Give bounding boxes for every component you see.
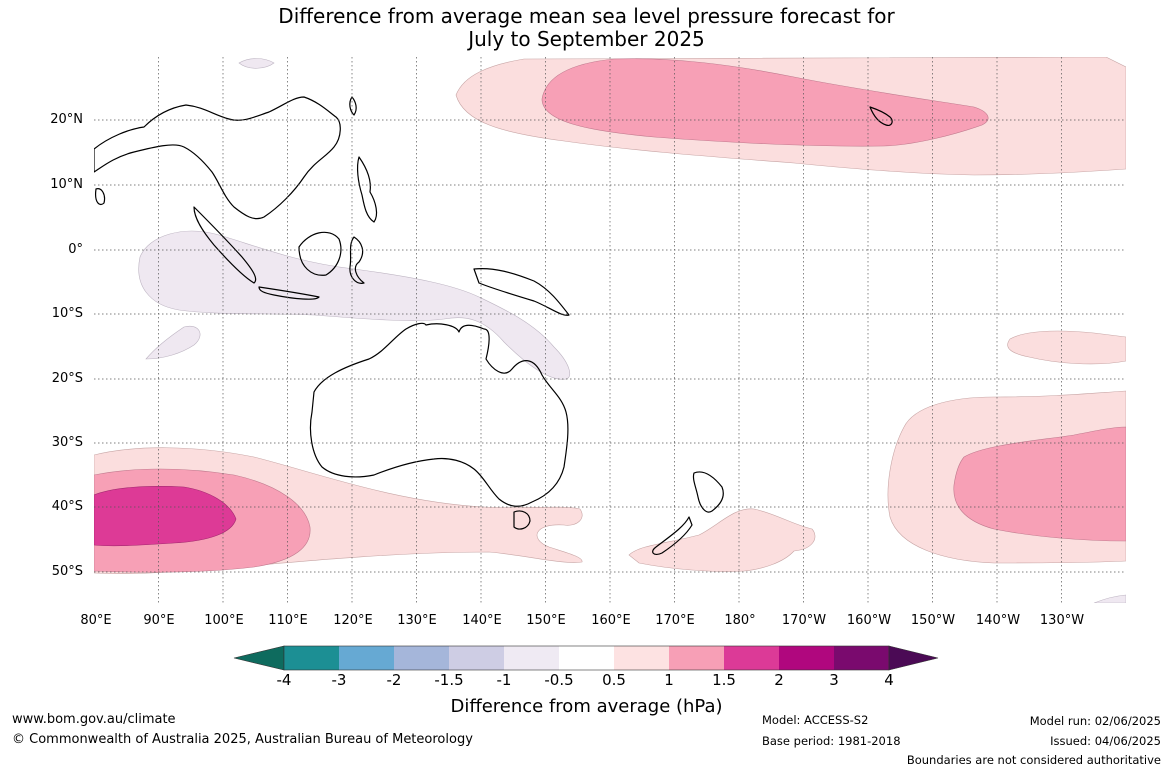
anomaly-small-west	[145, 325, 201, 360]
colorbar-swatch-10	[779, 646, 834, 670]
colorbar-swatch-5	[504, 646, 559, 670]
lon-label-90e: 90°E	[143, 613, 175, 628]
colorbar-tick: -3	[331, 671, 347, 689]
coastline-borneo	[298, 231, 342, 276]
lat-label-20n: 20°N	[50, 112, 83, 127]
coastline-taiwan	[349, 96, 357, 116]
anomaly-south-pacific-core	[953, 426, 1126, 542]
colorbar	[233, 645, 939, 671]
colorbar-label: Difference from average (hPa)	[450, 696, 723, 717]
anomaly-small-bottom-right	[1093, 594, 1126, 603]
lon-label-150w: 150°W	[910, 613, 956, 628]
chart-title-line1: Difference from average mean sea level p…	[278, 4, 895, 28]
coastline-sri-lanka	[95, 188, 106, 206]
colorbar-tick: -1.5	[434, 671, 464, 689]
colorbar-tick: 3	[829, 671, 839, 689]
coastlines	[94, 96, 893, 556]
anomaly-south-pacific-north	[1007, 330, 1126, 365]
colorbar-swatch-3	[394, 646, 449, 670]
footer-website-link[interactable]: www.bom.gov.au/climate	[12, 712, 176, 727]
colorbar-swatch-1	[284, 646, 339, 670]
lon-label-130w: 130°W	[1039, 613, 1085, 628]
lat-label-0: 0°	[68, 242, 83, 257]
lon-label-130e: 130°E	[397, 613, 437, 628]
footer-copyright: © Commonwealth of Australia 2025, Austra…	[12, 732, 473, 747]
lat-label-30s: 30°S	[51, 435, 83, 450]
lat-label-20s: 20°S	[51, 371, 83, 386]
footer-issued: Issued: 04/06/2025	[1050, 734, 1161, 748]
colorbar-tick: -2	[386, 671, 402, 689]
coastline-australia	[309, 322, 569, 507]
coastline-new-zealand-south	[652, 516, 693, 556]
lon-label-120e: 120°E	[333, 613, 373, 628]
lon-label-80e: 80°E	[80, 613, 112, 628]
footer-model: Model: ACCESS-S2	[762, 713, 869, 727]
lon-label-140e: 140°E	[462, 613, 502, 628]
coastline-sulawesi	[349, 236, 365, 284]
footer-base-period: Base period: 1981-2018	[762, 734, 901, 748]
coastline-new-zealand-north	[692, 471, 724, 513]
colorbar-tick: 1.5	[712, 671, 736, 689]
coastline-java	[258, 286, 320, 300]
colorbar-swatch-2	[339, 646, 394, 670]
colorbar-tick: 0.5	[602, 671, 626, 689]
lon-label-110e: 110°E	[268, 613, 308, 628]
lat-label-50s: 50°S	[51, 564, 83, 579]
colorbar-tick: 4	[884, 671, 894, 689]
lon-label-160e: 160°E	[591, 613, 631, 628]
colorbar-swatch-4	[449, 646, 504, 670]
coastline-tasmania	[513, 510, 531, 530]
colorbar-swatch-11	[834, 646, 889, 670]
coastline-new-guinea	[473, 268, 570, 316]
pressure-anomaly-map	[94, 57, 1126, 603]
lon-label-170w: 170°W	[781, 613, 827, 628]
colorbar-tick: -1	[496, 671, 512, 689]
colorbar-tick: -0.5	[544, 671, 574, 689]
anomaly-southern-indian-ocean-core	[94, 485, 237, 547]
colorbar-swatch-7	[614, 646, 669, 670]
lat-label-10s: 10°S	[51, 306, 83, 321]
colorbar-swatch-9	[724, 646, 779, 670]
coastline-hawaii	[869, 106, 893, 126]
coastline-asia-mainland	[94, 96, 341, 220]
coastline-sumatra	[193, 206, 257, 284]
anomaly-north-pacific-core	[541, 58, 989, 147]
lon-label-170e: 170°E	[655, 613, 695, 628]
colorbar-tick: 2	[774, 671, 784, 689]
lon-label-100e: 100°E	[204, 613, 244, 628]
coastline-philippines	[356, 156, 378, 223]
footer-model-run: Model run: 02/06/2025	[1029, 714, 1161, 728]
lat-label-10n: 10°N	[50, 177, 83, 192]
footer-disclaimer: Boundaries are not considered authoritat…	[906, 753, 1161, 767]
colorbar-tick: -4	[276, 671, 292, 689]
lon-label-140w: 140°W	[975, 613, 1021, 628]
colorbar-tick: 1	[664, 671, 674, 689]
lon-label-150e: 150°E	[526, 613, 566, 628]
lon-label-160w: 160°W	[846, 613, 892, 628]
colorbar-swatch-8	[669, 646, 724, 670]
lat-label-40s: 40°S	[51, 499, 83, 514]
colorbar-swatch-0	[233, 645, 285, 671]
lon-label-180: 180°	[724, 613, 756, 628]
anomaly-tasman	[628, 508, 816, 572]
colorbar-swatch-12	[888, 645, 939, 671]
graticule	[94, 57, 1126, 603]
colorbar-swatch-6	[559, 646, 614, 670]
anomaly-small-top	[238, 58, 275, 69]
chart-title-line2: July to September 2025	[468, 27, 705, 51]
